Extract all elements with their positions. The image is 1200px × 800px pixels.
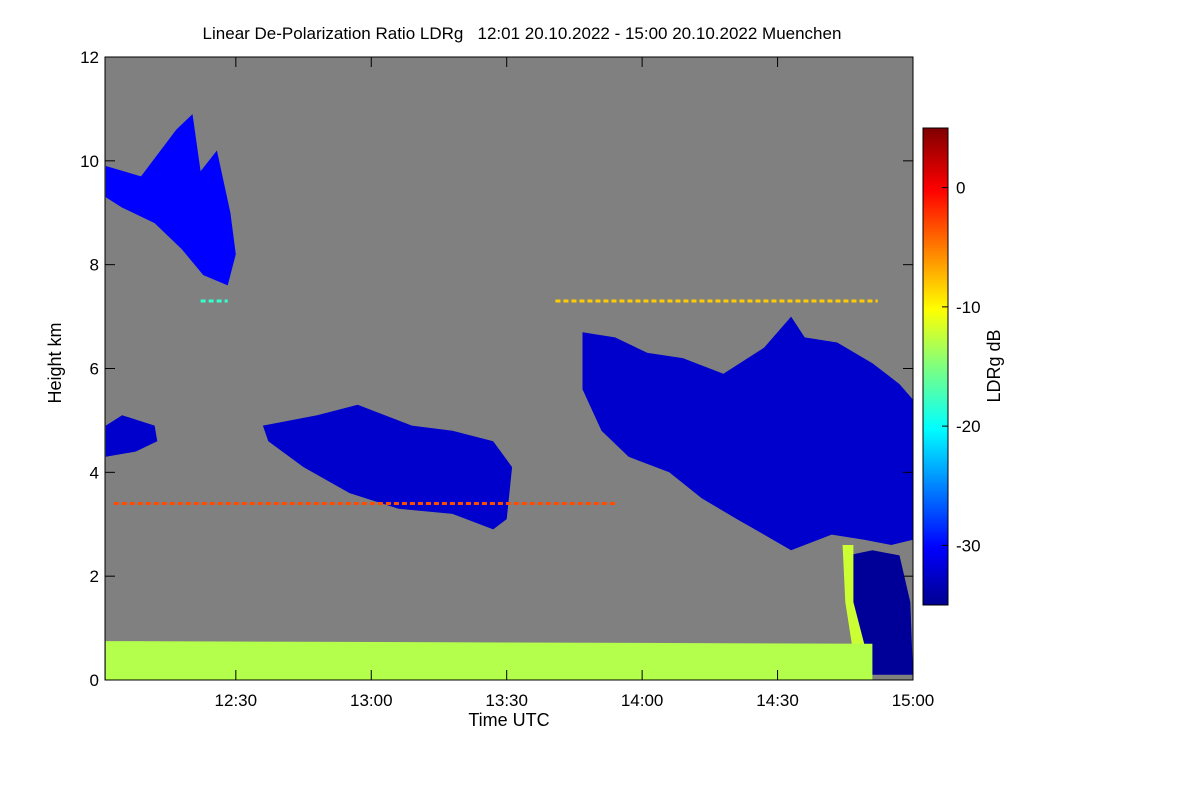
x-axis: 12:30 13:00 13:30 14:00 14:30 15:00	[215, 57, 935, 710]
chart-title: Linear De-Polarization Ratio LDRg 12:01 …	[203, 24, 842, 43]
colorbar-label: LDRg dB	[984, 329, 1004, 402]
colorbar-tick-label: -20	[956, 417, 981, 436]
feature-melting-layer	[842, 545, 873, 673]
cloud-features	[105, 114, 913, 680]
y-tick-label: 10	[80, 152, 99, 171]
y-tick-label: 4	[90, 463, 99, 482]
feature-mid-level-cloud-3	[582, 316, 913, 551]
x-tick-label: 12:30	[215, 691, 258, 710]
colorbar-ticks: 0 -10 -20 -30	[942, 179, 981, 555]
y-tick-label: 6	[90, 360, 99, 379]
feature-aerosol-boundary-layer	[105, 641, 873, 680]
y-tick-label: 0	[90, 671, 99, 690]
y-axis: 0 2 4 6 8 10 12	[80, 48, 913, 690]
y-tick-label: 8	[90, 256, 99, 275]
annotation-marks	[113, 299, 878, 505]
x-tick-label: 14:30	[756, 691, 799, 710]
colorbar-tick-label: 0	[956, 179, 965, 198]
x-tick-label: 15:00	[892, 691, 935, 710]
y-tick-label: 2	[90, 567, 99, 586]
feature-mid-level-cloud-1	[105, 415, 158, 457]
feature-mid-level-cloud-2	[262, 404, 513, 530]
colorbar-tick-label: -10	[956, 298, 981, 317]
colorbar-tick-label: -30	[956, 536, 981, 555]
y-axis-label: Height km	[45, 322, 65, 403]
y-tick-label: 12	[80, 48, 99, 67]
x-tick-label: 14:00	[621, 691, 664, 710]
colorbar	[922, 127, 949, 606]
x-tick-label: 13:00	[350, 691, 393, 710]
feature-cirrus	[105, 114, 236, 286]
x-tick-label: 13:30	[485, 691, 528, 710]
x-axis-label: Time UTC	[468, 710, 549, 730]
